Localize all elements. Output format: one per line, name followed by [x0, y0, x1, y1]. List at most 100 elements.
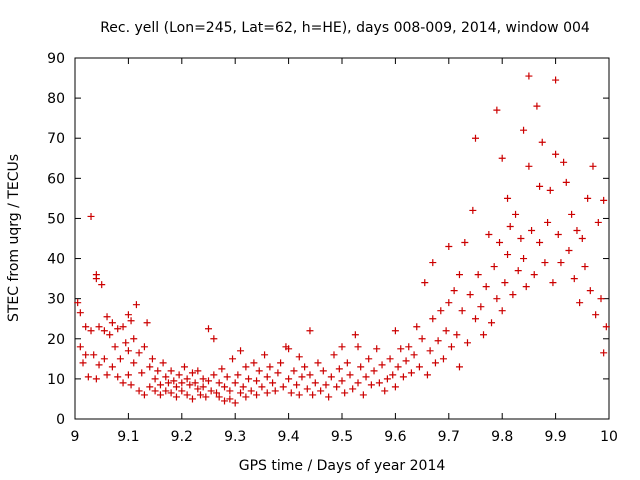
data-point-marker — [178, 387, 186, 395]
x-axis-ticks: 9 9.1 9.2 9.3 9.4 9.5 9.6 9.7 9.8 9.9 10 — [71, 58, 618, 445]
data-point-marker — [237, 347, 245, 355]
data-point-marker — [226, 395, 234, 403]
data-point-marker — [285, 375, 293, 383]
data-point-marker — [541, 259, 549, 267]
data-point-marker — [239, 383, 247, 391]
data-point-marker — [397, 345, 405, 353]
data-point-marker — [287, 389, 295, 397]
data-point-marker — [405, 343, 413, 351]
data-point-marker — [343, 359, 351, 367]
data-point-marker — [162, 387, 170, 395]
y-tick-label: 70 — [47, 131, 65, 147]
data-point-marker — [554, 230, 562, 238]
data-point-marker — [461, 239, 469, 247]
data-point-marker — [140, 343, 148, 351]
data-point-marker — [455, 363, 463, 371]
data-point-marker — [600, 196, 608, 204]
data-point-marker — [394, 363, 402, 371]
data-point-marker — [504, 251, 512, 259]
data-point-marker — [410, 351, 418, 359]
data-point-marker — [439, 355, 447, 363]
y-axis-label: STEC from uqrg / TECUs — [6, 154, 22, 322]
y-tick-label: 40 — [47, 252, 65, 268]
data-point-marker — [87, 212, 95, 220]
data-point-marker — [536, 239, 544, 247]
data-point-marker — [221, 397, 229, 405]
x-tick-label: 9.1 — [117, 429, 139, 445]
data-point-marker — [135, 349, 143, 357]
data-point-marker — [594, 218, 602, 226]
data-point-marker — [565, 247, 573, 255]
x-tick-label: 9.2 — [171, 429, 193, 445]
data-point-marker — [205, 325, 212, 333]
data-point-marker — [127, 381, 135, 389]
x-tick-label: 9.8 — [491, 429, 513, 445]
data-point-marker — [549, 279, 557, 287]
data-point-marker — [87, 327, 95, 335]
data-point-marker — [399, 373, 407, 381]
data-point-marker — [191, 379, 199, 387]
data-point-marker — [199, 375, 207, 383]
data-point-marker — [130, 359, 138, 367]
data-point-marker — [255, 367, 263, 375]
data-point-marker — [407, 369, 415, 377]
data-point-marker — [573, 226, 581, 234]
data-point-marker — [210, 371, 218, 379]
data-point-marker — [114, 325, 122, 333]
data-point-marker — [453, 331, 461, 339]
data-point-marker — [213, 389, 221, 397]
data-point-marker — [506, 222, 514, 230]
data-point-marker — [130, 335, 138, 343]
data-point-marker — [269, 379, 277, 387]
data-point-marker — [391, 383, 399, 391]
data-point-marker — [108, 319, 116, 327]
data-point-marker — [472, 315, 479, 323]
y-tick-label: 50 — [47, 211, 65, 227]
data-point-marker — [140, 391, 148, 399]
data-points — [74, 72, 610, 407]
data-point-marker — [226, 387, 234, 395]
data-point-marker — [389, 371, 397, 379]
data-point-marker — [116, 355, 124, 363]
data-point-marker — [509, 291, 517, 299]
data-point-marker — [253, 377, 261, 385]
data-point-marker — [322, 381, 330, 389]
data-point-marker — [218, 365, 226, 373]
data-point-marker — [242, 363, 250, 371]
data-point-marker — [434, 337, 442, 345]
data-point-marker — [242, 393, 250, 401]
data-point-marker — [100, 355, 108, 363]
data-point-marker — [309, 391, 317, 399]
data-point-marker — [557, 259, 565, 267]
data-point-marker — [504, 194, 512, 202]
data-point-marker — [512, 210, 520, 218]
data-point-marker — [231, 379, 239, 387]
data-point-marker — [188, 395, 196, 403]
data-point-marker — [520, 255, 528, 263]
data-point-marker — [597, 295, 605, 303]
data-point-marker — [482, 283, 490, 291]
data-point-marker — [418, 335, 426, 343]
y-tick-label: 30 — [47, 292, 65, 308]
data-point-marker — [357, 363, 365, 371]
data-point-marker — [383, 375, 391, 383]
data-point-marker — [194, 367, 202, 375]
data-point-marker — [367, 381, 375, 389]
data-point-marker — [106, 331, 114, 339]
data-point-marker — [234, 371, 242, 379]
data-point-marker — [335, 365, 343, 373]
plot-area-frame — [74, 57, 610, 420]
data-point-marker — [415, 363, 423, 371]
data-point-marker — [148, 355, 156, 363]
data-point-marker — [74, 299, 82, 307]
data-point-marker — [426, 347, 434, 355]
data-point-marker — [514, 267, 522, 275]
data-point-marker — [450, 287, 458, 295]
data-point-marker — [445, 243, 453, 251]
data-point-marker — [530, 271, 538, 279]
data-point-marker — [261, 351, 269, 359]
data-point-marker — [391, 327, 399, 335]
data-point-marker — [581, 263, 589, 271]
data-point-marker — [111, 343, 119, 351]
